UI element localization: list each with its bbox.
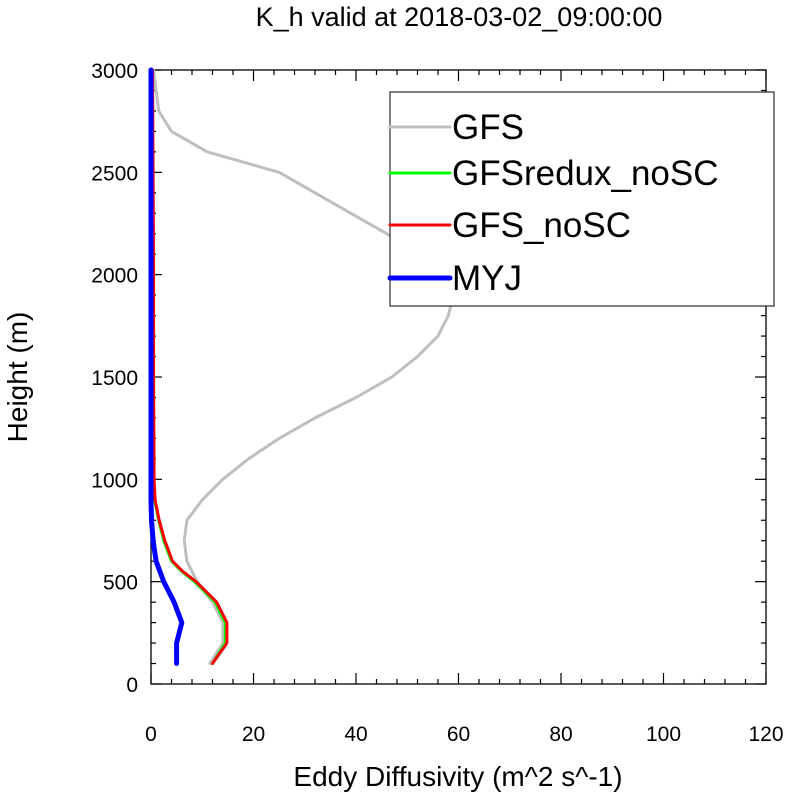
x-tick-label: 120 bbox=[748, 723, 783, 746]
y-tick-label: 1000 bbox=[91, 469, 138, 492]
legend-label-2: GFS_noSC bbox=[452, 206, 631, 245]
axis-ticks: 0 20 40 60 80 100 120 0 500 1000 1500 2000 2500 3000 bbox=[91, 60, 783, 746]
y-tick-label: 2000 bbox=[91, 265, 138, 288]
x-tick-label: 60 bbox=[447, 723, 470, 746]
x-tick-label: 40 bbox=[344, 723, 367, 746]
x-tick-label: 0 bbox=[145, 723, 157, 746]
legend-box bbox=[389, 91, 775, 307]
x-tick-label: 100 bbox=[646, 723, 681, 746]
chart-title: K_h valid at 2018-03-02_09:00:00 bbox=[256, 2, 663, 32]
y-tick-label: 500 bbox=[103, 572, 138, 595]
series-line-3 bbox=[148, 67, 185, 666]
series-layer bbox=[148, 67, 455, 666]
y-tick-label: 2500 bbox=[91, 162, 138, 185]
y-tick-label: 3000 bbox=[91, 60, 138, 83]
legend-label-3: MYJ bbox=[452, 259, 522, 298]
x-axis-label: Eddy Diffusivity (m^2 s^-1) bbox=[293, 761, 622, 792]
legend: GFS GFSredux_noSC GFS_noSC MYJ bbox=[387, 91, 775, 307]
x-tick-label: 20 bbox=[242, 723, 265, 746]
series-line-0 bbox=[152, 68, 455, 665]
x-tick-label: 80 bbox=[549, 723, 572, 746]
series-line-2 bbox=[151, 68, 229, 665]
y-tick-label: 1500 bbox=[91, 367, 138, 390]
y-tick-label: 0 bbox=[126, 674, 138, 697]
legend-label-0: GFS bbox=[452, 108, 524, 147]
legend-label-1: GFSredux_noSC bbox=[452, 154, 719, 193]
y-axis-label: Height (m) bbox=[2, 312, 33, 443]
